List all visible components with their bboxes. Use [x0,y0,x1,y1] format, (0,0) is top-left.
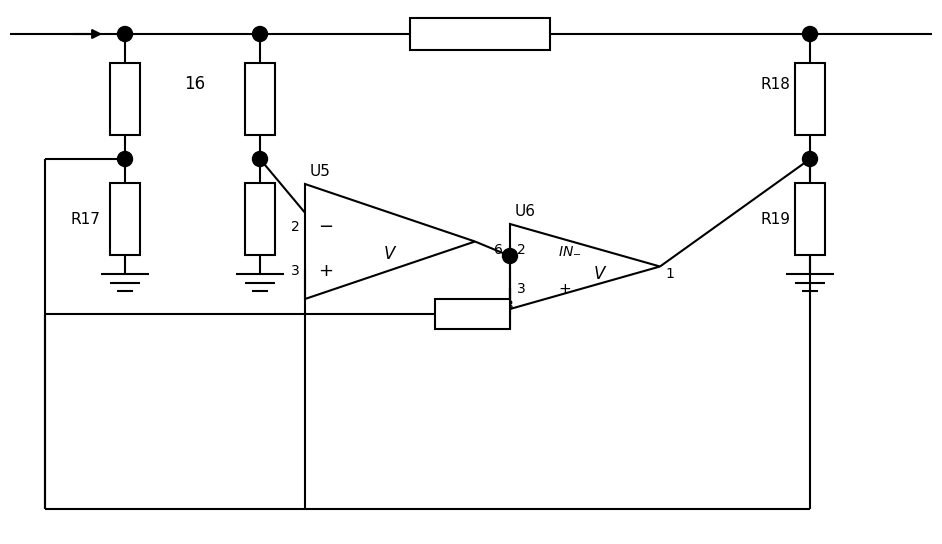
Circle shape [118,151,133,166]
Bar [245,183,275,255]
Bar [110,183,140,255]
Text: $IN_{-}$: $IN_{-}$ [558,243,581,257]
Text: $V$: $V$ [382,245,398,263]
Text: U5: U5 [310,164,331,179]
Bar [245,63,275,135]
Circle shape [252,27,268,41]
Text: R17: R17 [70,212,100,226]
Bar [795,183,825,255]
Circle shape [803,27,818,41]
Circle shape [803,151,818,166]
Bar [110,63,140,135]
Text: 3: 3 [291,264,300,278]
Text: R18: R18 [760,77,790,91]
Text: R19: R19 [760,212,790,226]
Text: 2: 2 [517,243,526,257]
Text: U6: U6 [515,204,536,219]
Text: 16: 16 [185,75,205,93]
Text: 6: 6 [495,243,503,257]
Text: +: + [558,281,571,296]
Text: +: + [318,262,333,280]
Text: $V$: $V$ [593,265,608,283]
Text: 3: 3 [505,299,513,313]
Circle shape [252,151,268,166]
Text: −: − [318,218,333,236]
Circle shape [502,249,517,263]
Bar [795,63,825,135]
Bar [435,299,510,329]
Bar [410,18,550,50]
Circle shape [118,27,133,41]
Text: $V_{ref}'$: $V_{ref}'$ [437,306,463,326]
Text: 1: 1 [665,267,674,281]
Text: 2: 2 [291,220,300,234]
Text: 3: 3 [517,282,526,296]
